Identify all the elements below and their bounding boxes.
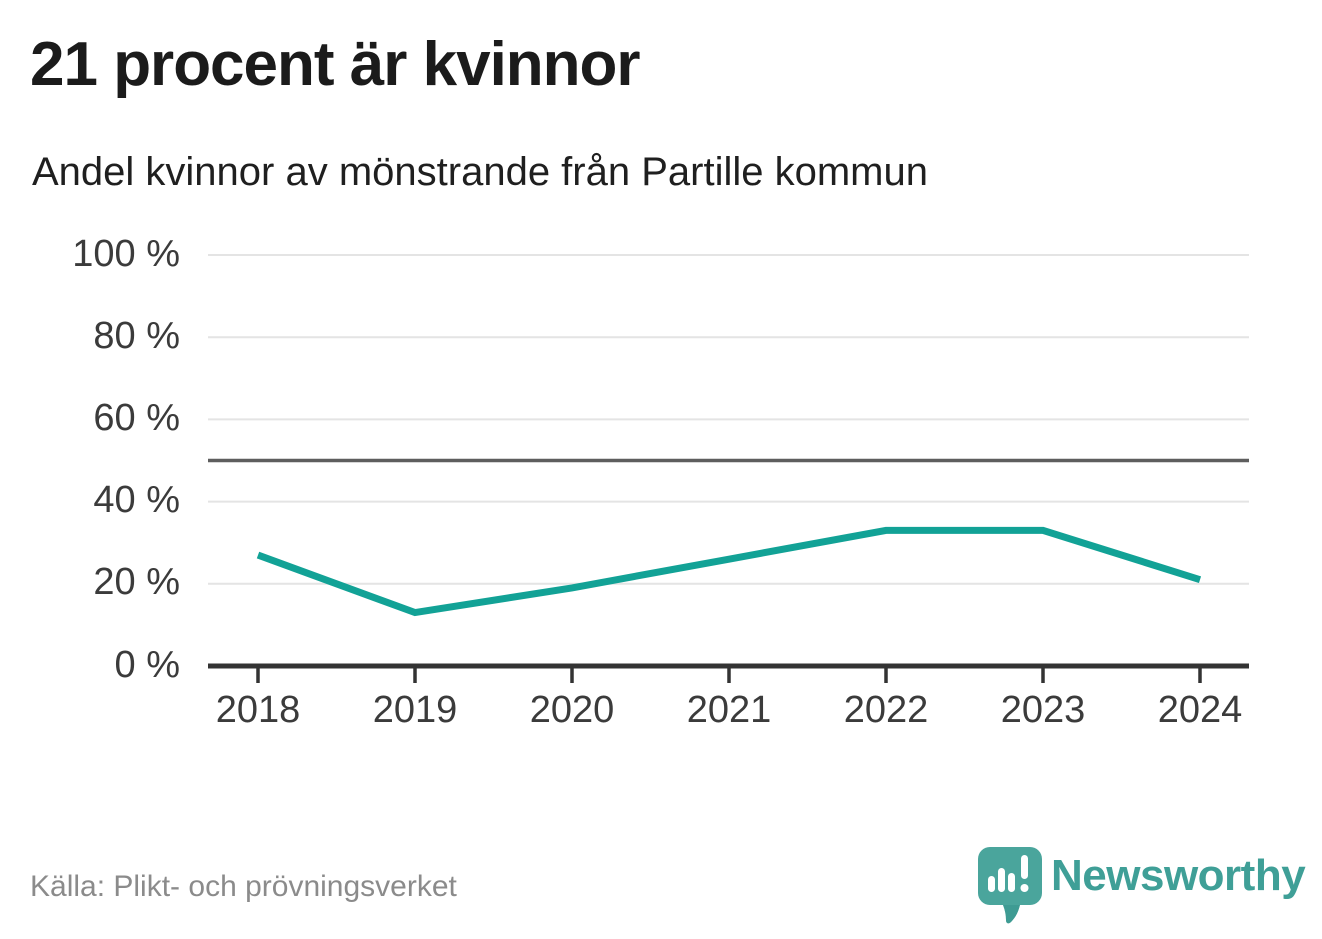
source-note: Källa: Plikt- och prövningsverket [30,870,457,903]
x-axis-label: 2022 [843,689,929,731]
chart-subtitle: Andel kvinnor av mönstrande från Partill… [32,150,928,194]
newsworthy-logo-text: Newsworthy [1051,851,1306,900]
x-axis-label: 2019 [372,689,458,731]
y-axis-label: 0 % [114,644,180,686]
y-axis-label: 40 % [93,479,180,521]
x-axis-label: 2021 [686,689,772,731]
newsworthy-logo: Newsworthy [977,846,1306,930]
x-axis-label: 2024 [1157,689,1243,731]
y-axis-label: 20 % [93,561,180,603]
y-axis-label: 80 % [93,315,180,357]
page-title: 21 procent är kvinnor [30,30,641,99]
x-axis-label: 2018 [215,689,301,731]
x-axis-label: 2023 [1000,689,1086,731]
y-axis-label: 100 % [72,233,180,275]
newsworthy-bar-chart-icon [978,847,1042,924]
y-axis-label: 60 % [93,397,180,439]
trend-line [256,526,1202,617]
x-axis-label: 2020 [529,689,615,731]
